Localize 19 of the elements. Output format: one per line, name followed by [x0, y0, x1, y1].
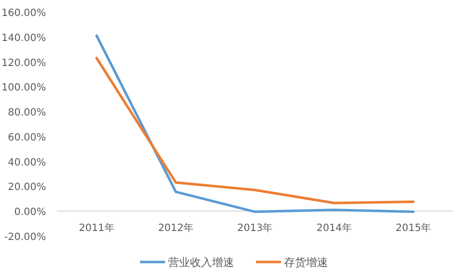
x-tick-label: 2012年 [158, 222, 194, 234]
y-tick-label: -20.00% [4, 232, 46, 243]
y-tick-label: 0.00% [14, 207, 46, 218]
line-series [95, 34, 415, 213]
y-tick-label: 80.00% [8, 108, 46, 119]
x-tick-label: 2013年 [237, 222, 273, 234]
legend-label: 营业收入增速 [168, 256, 234, 269]
x-tick-label: 2011年 [78, 222, 114, 234]
x-tick-label: 2015年 [396, 222, 432, 234]
y-tick-label: 160.00% [2, 8, 46, 19]
legend-label: 存货增速 [284, 256, 328, 269]
y-tick-label: 60.00% [8, 132, 46, 144]
x-tick-label: 2014年 [316, 222, 352, 234]
y-tick-label: 40.00% [8, 157, 46, 168]
y-tick-label: 140.00% [2, 32, 46, 44]
y-tick-label: 100.00% [2, 82, 46, 94]
line-series [95, 56, 415, 204]
y-tick-label: 20.00% [8, 182, 46, 194]
y-tick-label: 120.00% [2, 58, 46, 69]
